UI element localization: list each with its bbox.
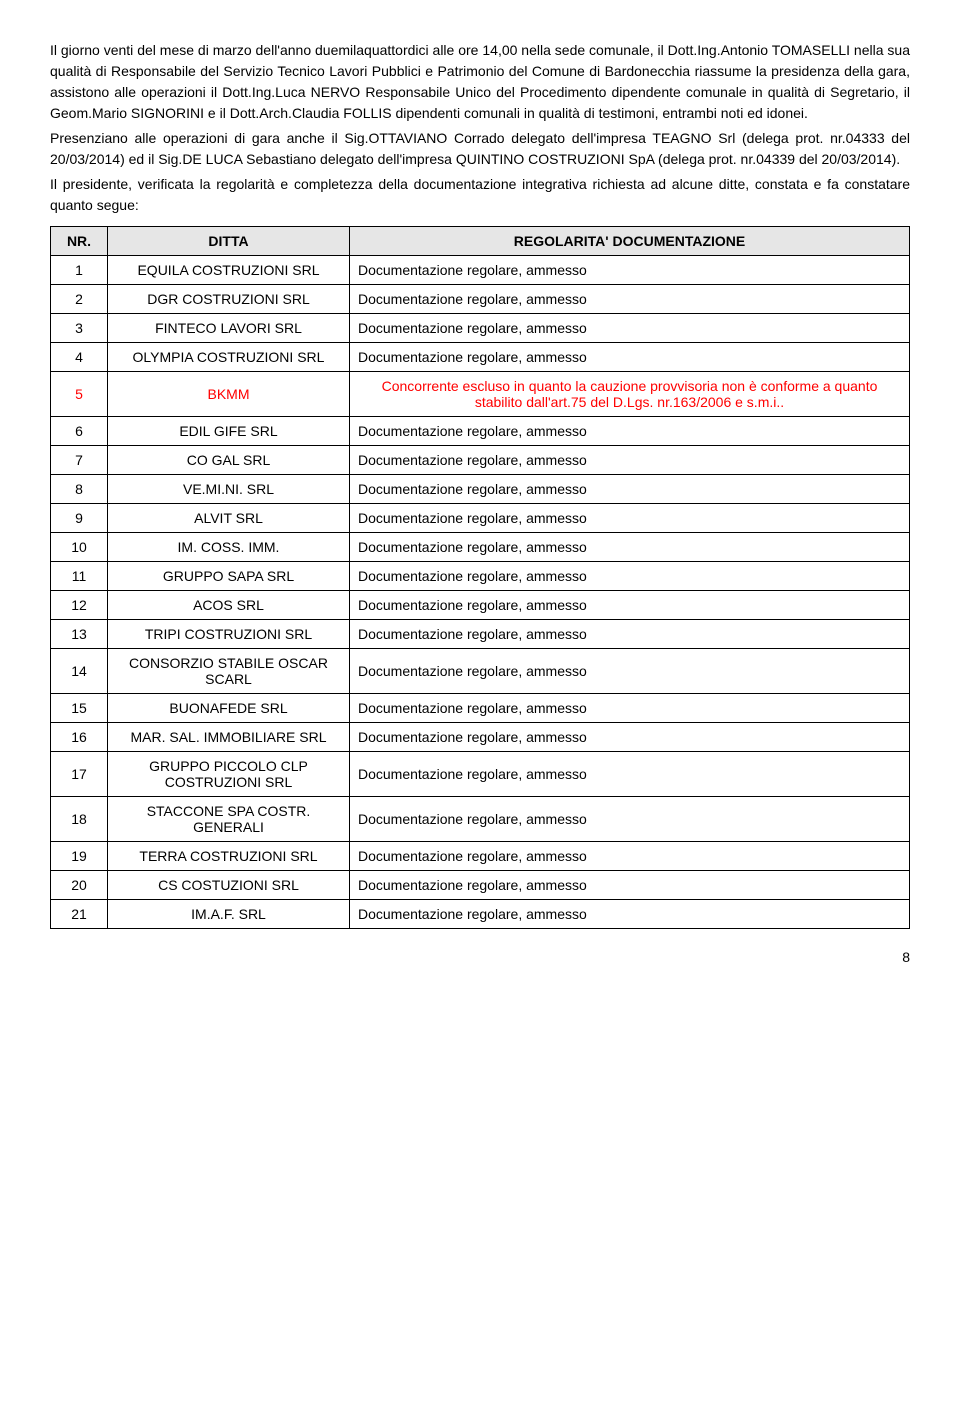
cell-nr: 9 — [51, 504, 108, 533]
cell-reg: Concorrente escluso in quanto la cauzion… — [350, 372, 910, 417]
cell-ditta: EQUILA COSTRUZIONI SRL — [108, 256, 350, 285]
cell-nr: 10 — [51, 533, 108, 562]
cell-reg: Documentazione regolare, ammesso — [350, 417, 910, 446]
cell-reg: Documentazione regolare, ammesso — [350, 620, 910, 649]
cell-reg: Documentazione regolare, ammesso — [350, 871, 910, 900]
cell-nr: 1 — [51, 256, 108, 285]
cell-ditta: MAR. SAL. IMMOBILIARE SRL — [108, 723, 350, 752]
table-row: 4OLYMPIA COSTRUZIONI SRLDocumentazione r… — [51, 343, 910, 372]
cell-nr: 19 — [51, 842, 108, 871]
cell-reg: Documentazione regolare, ammesso — [350, 504, 910, 533]
cell-reg: Documentazione regolare, ammesso — [350, 842, 910, 871]
cell-ditta: DGR COSTRUZIONI SRL — [108, 285, 350, 314]
cell-nr: 14 — [51, 649, 108, 694]
cell-ditta: GRUPPO SAPA SRL — [108, 562, 350, 591]
cell-reg: Documentazione regolare, ammesso — [350, 562, 910, 591]
table-row: 9ALVIT SRLDocumentazione regolare, ammes… — [51, 504, 910, 533]
table-header-row: NR. DITTA REGOLARITA' DOCUMENTAZIONE — [51, 227, 910, 256]
cell-ditta: ACOS SRL — [108, 591, 350, 620]
header-ditta: DITTA — [108, 227, 350, 256]
cell-reg: Documentazione regolare, ammesso — [350, 649, 910, 694]
cell-reg: Documentazione regolare, ammesso — [350, 797, 910, 842]
header-nr: NR. — [51, 227, 108, 256]
table-row: 11GRUPPO SAPA SRLDocumentazione regolare… — [51, 562, 910, 591]
cell-nr: 17 — [51, 752, 108, 797]
cell-ditta: IM. COSS. IMM. — [108, 533, 350, 562]
cell-reg: Documentazione regolare, ammesso — [350, 900, 910, 929]
cell-reg: Documentazione regolare, ammesso — [350, 256, 910, 285]
cell-ditta: FINTECO LAVORI SRL — [108, 314, 350, 343]
intro-paragraph-2: Presenziano alle operazioni di gara anch… — [50, 128, 910, 170]
cell-ditta: OLYMPIA COSTRUZIONI SRL — [108, 343, 350, 372]
page-number: 8 — [50, 949, 910, 965]
table-row: 2DGR COSTRUZIONI SRLDocumentazione regol… — [51, 285, 910, 314]
cell-ditta: TERRA COSTRUZIONI SRL — [108, 842, 350, 871]
table-row: 16MAR. SAL. IMMOBILIARE SRLDocumentazion… — [51, 723, 910, 752]
cell-nr: 5 — [51, 372, 108, 417]
table-row: 15BUONAFEDE SRLDocumentazione regolare, … — [51, 694, 910, 723]
cell-ditta: BUONAFEDE SRL — [108, 694, 350, 723]
table-row: 20CS COSTUZIONI SRLDocumentazione regola… — [51, 871, 910, 900]
cell-ditta: BKMM — [108, 372, 350, 417]
cell-nr: 12 — [51, 591, 108, 620]
cell-ditta: ALVIT SRL — [108, 504, 350, 533]
cell-reg: Documentazione regolare, ammesso — [350, 343, 910, 372]
cell-reg: Documentazione regolare, ammesso — [350, 446, 910, 475]
header-reg: REGOLARITA' DOCUMENTAZIONE — [350, 227, 910, 256]
cell-nr: 20 — [51, 871, 108, 900]
cell-reg: Documentazione regolare, ammesso — [350, 694, 910, 723]
table-row: 7CO GAL SRLDocumentazione regolare, amme… — [51, 446, 910, 475]
cell-ditta: IM.A.F. SRL — [108, 900, 350, 929]
cell-reg: Documentazione regolare, ammesso — [350, 723, 910, 752]
intro-paragraph-3: Il presidente, verificata la regolarità … — [50, 174, 910, 216]
cell-ditta: CONSORZIO STABILE OSCAR SCARL — [108, 649, 350, 694]
cell-reg: Documentazione regolare, ammesso — [350, 533, 910, 562]
table-row: 19TERRA COSTRUZIONI SRLDocumentazione re… — [51, 842, 910, 871]
documentation-table: NR. DITTA REGOLARITA' DOCUMENTAZIONE 1EQ… — [50, 226, 910, 929]
table-row: 12ACOS SRLDocumentazione regolare, ammes… — [51, 591, 910, 620]
table-row: 3FINTECO LAVORI SRLDocumentazione regola… — [51, 314, 910, 343]
cell-nr: 4 — [51, 343, 108, 372]
cell-nr: 6 — [51, 417, 108, 446]
cell-ditta: CO GAL SRL — [108, 446, 350, 475]
cell-reg: Documentazione regolare, ammesso — [350, 285, 910, 314]
table-row: 21IM.A.F. SRLDocumentazione regolare, am… — [51, 900, 910, 929]
cell-ditta: GRUPPO PICCOLO CLP COSTRUZIONI SRL — [108, 752, 350, 797]
table-row: 17GRUPPO PICCOLO CLP COSTRUZIONI SRLDocu… — [51, 752, 910, 797]
cell-ditta: CS COSTUZIONI SRL — [108, 871, 350, 900]
cell-ditta: STACCONE SPA COSTR. GENERALI — [108, 797, 350, 842]
table-row: 18STACCONE SPA COSTR. GENERALIDocumentaz… — [51, 797, 910, 842]
intro-paragraph-1: Il giorno venti del mese di marzo dell'a… — [50, 40, 910, 124]
table-row: 10IM. COSS. IMM.Documentazione regolare,… — [51, 533, 910, 562]
cell-nr: 15 — [51, 694, 108, 723]
cell-ditta: TRIPI COSTRUZIONI SRL — [108, 620, 350, 649]
cell-nr: 11 — [51, 562, 108, 591]
table-row: 5BKMMConcorrente escluso in quanto la ca… — [51, 372, 910, 417]
table-row: 14CONSORZIO STABILE OSCAR SCARLDocumenta… — [51, 649, 910, 694]
table-row: 1EQUILA COSTRUZIONI SRLDocumentazione re… — [51, 256, 910, 285]
table-row: 6EDIL GIFE SRLDocumentazione regolare, a… — [51, 417, 910, 446]
cell-reg: Documentazione regolare, ammesso — [350, 752, 910, 797]
cell-ditta: EDIL GIFE SRL — [108, 417, 350, 446]
cell-nr: 21 — [51, 900, 108, 929]
cell-reg: Documentazione regolare, ammesso — [350, 314, 910, 343]
cell-ditta: VE.MI.NI. SRL — [108, 475, 350, 504]
cell-nr: 13 — [51, 620, 108, 649]
cell-nr: 16 — [51, 723, 108, 752]
cell-nr: 8 — [51, 475, 108, 504]
cell-nr: 3 — [51, 314, 108, 343]
cell-nr: 18 — [51, 797, 108, 842]
cell-nr: 7 — [51, 446, 108, 475]
cell-reg: Documentazione regolare, ammesso — [350, 591, 910, 620]
cell-reg: Documentazione regolare, ammesso — [350, 475, 910, 504]
cell-nr: 2 — [51, 285, 108, 314]
table-row: 8VE.MI.NI. SRLDocumentazione regolare, a… — [51, 475, 910, 504]
table-row: 13TRIPI COSTRUZIONI SRLDocumentazione re… — [51, 620, 910, 649]
